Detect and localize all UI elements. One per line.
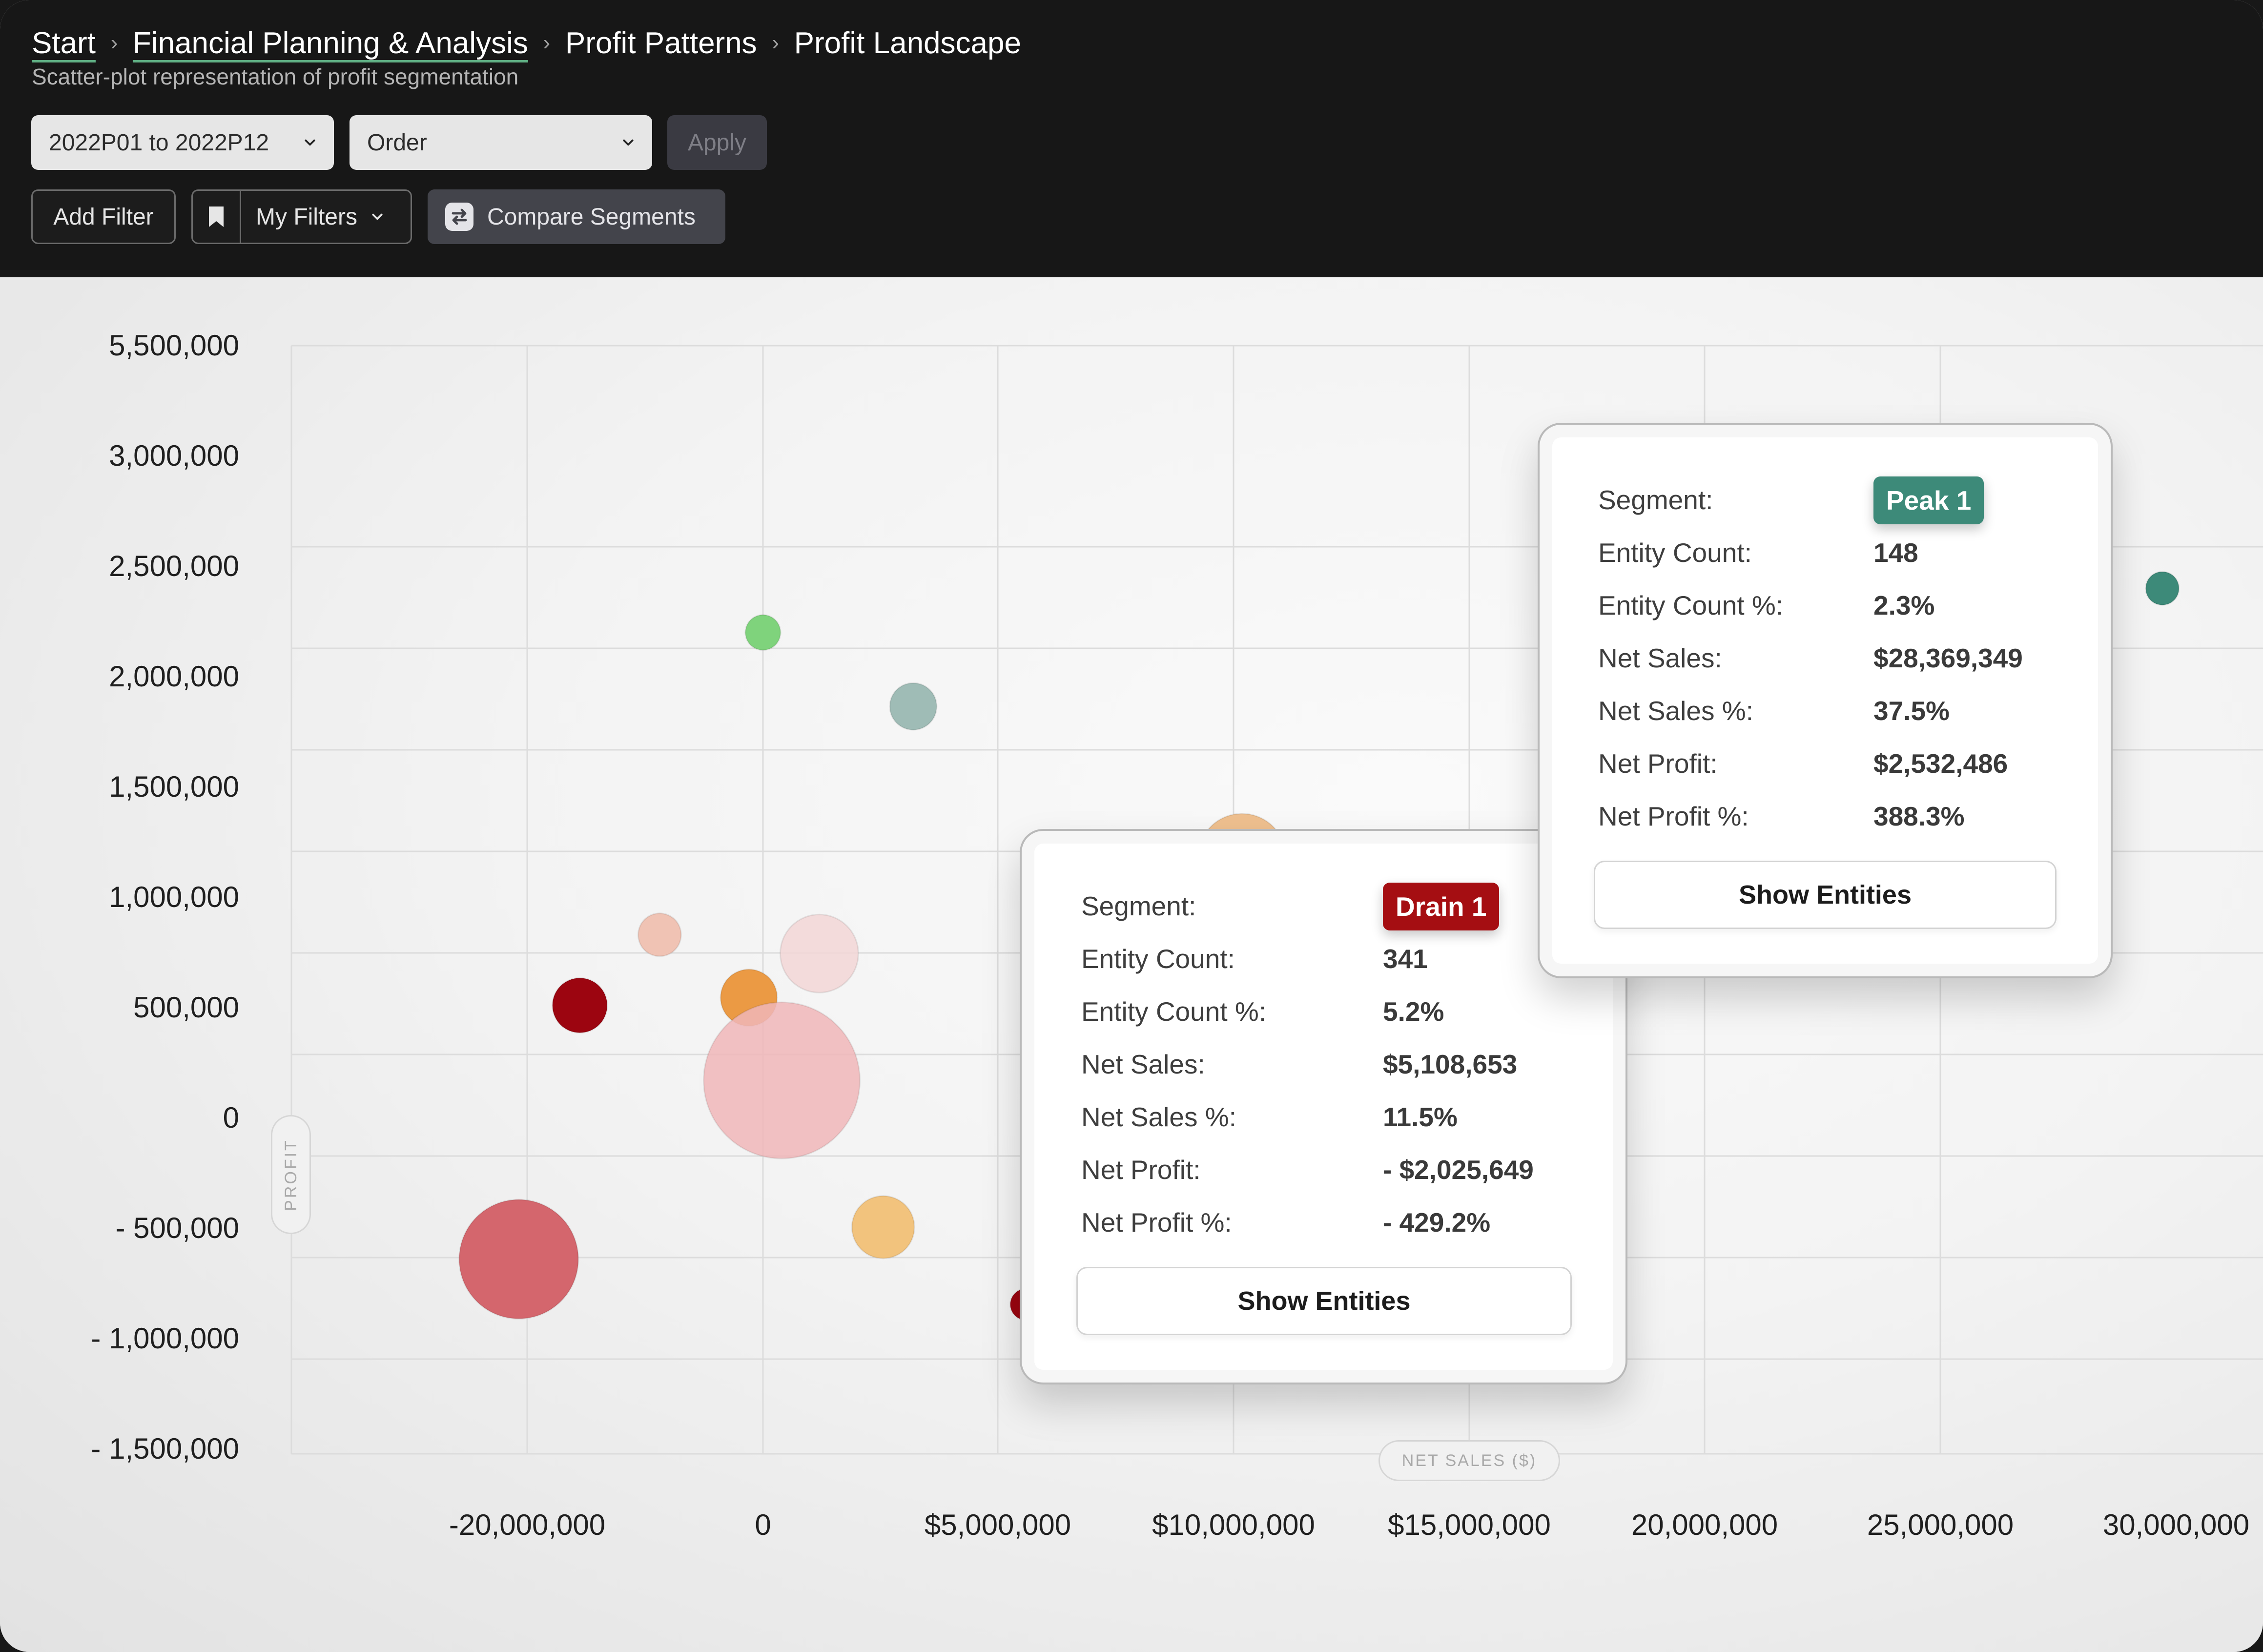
breadcrumb-profit-patterns: Profit Patterns (565, 26, 757, 60)
header: Start › Financial Planning & Analysis › … (0, 0, 2263, 277)
bookmark-icon (193, 206, 240, 228)
breadcrumb-profit-landscape: Profit Landscape (794, 26, 1021, 60)
scatter-point[interactable] (744, 614, 782, 651)
x-axis-label: NET SALES ($) (1378, 1440, 1560, 1481)
scatter-point[interactable] (552, 977, 608, 1033)
y-tick-label: - 1,500,000 (91, 1432, 239, 1465)
scatter-point[interactable] (851, 1195, 915, 1260)
breadcrumb-start[interactable]: Start (32, 26, 96, 60)
compare-icon (445, 203, 473, 231)
tooltip-row-label: Entity Count: (1598, 537, 1752, 568)
y-tick-label: 0 (223, 1101, 239, 1134)
x-tick-label: $10,000,000 (1152, 1508, 1315, 1541)
period-select-value: 2022P01 to 2022P12 (49, 129, 269, 156)
y-tick-label: - 1,000,000 (91, 1322, 239, 1355)
y-tick-label: - 500,000 (115, 1212, 239, 1244)
dimension-select[interactable]: Order (350, 115, 652, 170)
segment-badge-drain: Drain 1 (1383, 883, 1500, 930)
y-tick-label: 1,000,000 (109, 881, 239, 913)
segment-badge-peak: Peak 1 (1873, 476, 1984, 524)
apply-button[interactable]: Apply (667, 115, 767, 170)
y-axis-label: PROFIT (271, 1115, 311, 1234)
my-filters-button[interactable]: My Filters (191, 189, 412, 244)
x-tick-label: -20,000,000 (449, 1508, 605, 1541)
x-tick-label: 0 (755, 1508, 771, 1541)
chevron-right-icon: › (543, 31, 551, 55)
tooltip-row-label: Net Sales %: (1598, 696, 1753, 726)
tooltip-row-label: Net Sales %: (1081, 1102, 1236, 1132)
tooltip-row-value: $2,532,486 (1873, 748, 2008, 779)
tooltip-drain: Segment: Drain 1 Entity Count: 341 Entity … (1020, 829, 1627, 1384)
y-tick-label: 3,000,000 (109, 439, 239, 472)
x-tick-label: 20,000,000 (1631, 1508, 1778, 1541)
tooltip-row-label: Net Profit: (1598, 748, 1718, 779)
add-filter-button[interactable]: Add Filter (31, 189, 176, 244)
tooltip-row-label: Net Profit: (1081, 1155, 1201, 1185)
tooltip-row-value: 2.3% (1873, 590, 1935, 620)
tooltip-row-label: Entity Count: (1081, 944, 1235, 974)
x-tick-label: $15,000,000 (1388, 1508, 1551, 1541)
y-tick-label: 1,500,000 (109, 770, 239, 803)
compare-segments-label: Compare Segments (487, 204, 696, 230)
tooltip-row-value: - $2,025,649 (1383, 1155, 1534, 1185)
tooltip-row-value: 148 (1873, 537, 1918, 568)
scatter-point[interactable] (779, 913, 859, 993)
scatter-point[interactable] (2145, 571, 2180, 606)
scatter-point[interactable] (702, 1001, 861, 1159)
tooltip-row-value: 37.5% (1873, 696, 1950, 726)
tooltip-row-value: - 429.2% (1383, 1207, 1491, 1238)
y-tick-label: 2,000,000 (109, 660, 239, 693)
show-entities-button[interactable]: Show Entities (1594, 861, 2057, 929)
tooltip-row-value: 388.3% (1873, 801, 1965, 831)
segment-label: Segment: (1081, 891, 1196, 921)
x-tick-label: 30,000,000 (2103, 1508, 2249, 1541)
tooltip-row-value: 341 (1383, 944, 1428, 974)
tooltip-row-label: Entity Count %: (1081, 996, 1267, 1027)
chevron-down-icon (623, 139, 634, 146)
tooltip-row-label: Net Sales: (1598, 643, 1722, 673)
y-tick-label: 5,500,000 (109, 329, 239, 362)
chevron-down-icon (372, 213, 383, 220)
chevron-down-icon (305, 139, 315, 146)
scatter-point[interactable] (637, 912, 682, 957)
tooltip-row-label: Net Profit %: (1081, 1207, 1232, 1238)
tooltip-row-label: Entity Count %: (1598, 590, 1784, 620)
split-divider (240, 191, 241, 243)
tooltip-row-label: Net Sales: (1081, 1049, 1205, 1079)
breadcrumb: Start › Financial Planning & Analysis › … (32, 23, 1021, 62)
y-tick-label: 2,500,000 (109, 550, 239, 582)
scatter-point[interactable] (889, 682, 938, 731)
page-subtitle: Scatter-plot representation of profit se… (32, 64, 519, 89)
my-filters-label: My Filters (256, 204, 357, 230)
dimension-select-value: Order (367, 129, 427, 156)
y-tick-label: 500,000 (133, 991, 239, 1024)
tooltip-row-label: Net Profit %: (1598, 801, 1749, 831)
chevron-right-icon: › (110, 31, 118, 55)
scatter-point[interactable] (458, 1198, 579, 1320)
x-tick-label: 25,000,000 (1867, 1508, 2014, 1541)
segment-label: Segment: (1598, 485, 1713, 515)
tooltip-row-value: $5,108,653 (1383, 1049, 1518, 1079)
period-select[interactable]: 2022P01 to 2022P12 (31, 115, 334, 170)
tooltip-row-value: 11.5% (1383, 1102, 1458, 1132)
tooltip-row-value: $28,369,349 (1873, 643, 2023, 673)
chevron-right-icon: › (772, 31, 779, 55)
x-tick-label: $5,000,000 (925, 1508, 1071, 1541)
compare-segments-button[interactable]: Compare Segments (428, 189, 725, 244)
show-entities-button[interactable]: Show Entities (1076, 1267, 1572, 1335)
tooltip-row-value: 5.2% (1383, 996, 1444, 1027)
breadcrumb-financial-planning[interactable]: Financial Planning & Analysis (132, 26, 528, 60)
tooltip-peak: Segment: Peak 1 Entity Count: 148 Entity C… (1538, 423, 2113, 978)
